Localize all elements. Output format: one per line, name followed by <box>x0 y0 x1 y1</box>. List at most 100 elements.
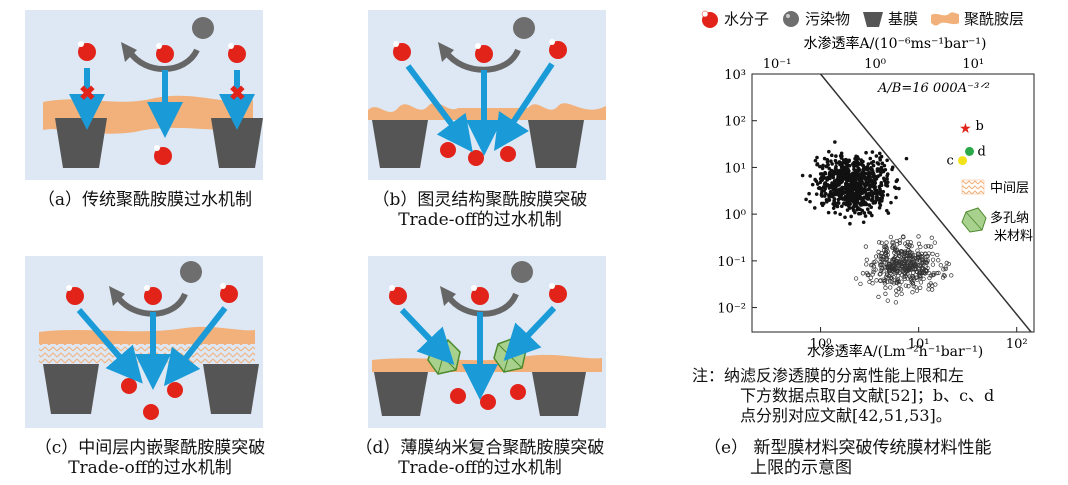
caption-e: （e） 新型膜材料突破传统膜材料性能 上限的示意图 <box>704 438 992 478</box>
nanomaterial-legend-label: 多孔纳米材料 <box>990 210 1033 244</box>
water-molecule-icon <box>480 394 496 410</box>
interlayer-swatch <box>961 179 985 195</box>
data-point <box>886 264 891 269</box>
substrate-left <box>372 120 428 168</box>
data-point <box>844 174 849 179</box>
data-point <box>825 160 830 164</box>
data-point <box>873 191 877 196</box>
data-point <box>903 269 909 274</box>
data-point <box>869 189 874 194</box>
data-point <box>890 245 896 250</box>
data-point <box>838 212 842 217</box>
data-point <box>930 257 936 262</box>
pollutant-icon <box>513 17 535 39</box>
data-point <box>842 166 846 171</box>
data-point <box>893 253 899 258</box>
top-axis-label: 水渗透率A/(10⁻⁶ms⁻¹bar⁻¹) <box>803 35 986 52</box>
data-point <box>861 220 866 225</box>
data-point <box>854 169 858 173</box>
x-axis-label: 水渗透率A/(Lm⁻²h⁻¹bar⁻¹) <box>807 343 983 360</box>
data-point <box>818 172 823 176</box>
data-point <box>943 265 948 270</box>
data-point <box>823 186 827 191</box>
water-molecule-icon <box>450 388 466 404</box>
data-point <box>812 206 817 210</box>
data-point <box>864 150 868 155</box>
data-point <box>911 275 916 280</box>
data-point <box>883 291 888 296</box>
data-point <box>897 186 901 191</box>
flow-arrow <box>494 62 555 151</box>
data-point <box>838 153 843 158</box>
data-point <box>885 177 889 181</box>
water-molecule-icon <box>156 43 174 63</box>
data-points <box>800 140 954 305</box>
data-point <box>888 275 894 280</box>
data-point <box>886 267 892 272</box>
data-point <box>835 177 840 181</box>
data-point <box>869 161 874 165</box>
data-point <box>858 281 863 287</box>
data-point <box>881 193 885 198</box>
data-point <box>915 255 920 261</box>
data-point <box>852 200 856 205</box>
data-point <box>901 274 906 280</box>
data-point <box>845 166 849 171</box>
data-point <box>827 166 831 171</box>
data-point <box>863 214 868 218</box>
data-point <box>883 244 889 249</box>
data-point <box>826 183 831 188</box>
substrate-right <box>528 120 584 168</box>
data-point <box>834 190 838 195</box>
data-point <box>877 272 882 277</box>
water-molecule-icon <box>549 283 567 303</box>
data-point <box>830 194 835 199</box>
data-point <box>879 265 884 270</box>
data-point <box>826 163 830 167</box>
data-point <box>912 253 917 258</box>
water-molecule-icon <box>78 41 96 61</box>
data-point <box>836 197 841 202</box>
data-point <box>897 282 902 287</box>
data-point <box>834 161 839 165</box>
nanomaterial-icon <box>961 207 987 233</box>
top-tick-label: 10⁰ <box>864 57 886 72</box>
data-point <box>907 256 912 261</box>
data-point <box>879 165 884 170</box>
data-point <box>861 188 865 193</box>
water-molecule-icon <box>468 150 484 166</box>
caption-c: （c）中间层内嵌聚酰胺膜突破 Trade-off的过水机制 <box>34 438 266 478</box>
data-point <box>858 179 862 184</box>
data-point <box>855 183 859 188</box>
data-point <box>877 254 882 259</box>
data-point <box>871 267 876 272</box>
data-point <box>940 275 946 280</box>
data-point <box>846 199 851 204</box>
data-point <box>869 263 874 268</box>
data-point <box>894 280 900 285</box>
legend: 水分子 污染物 基膜 聚酰胺层 <box>700 8 1036 29</box>
panel-a-diagram: ✖ ✖ <box>43 17 263 168</box>
water-molecule-icon <box>701 10 718 28</box>
y-tick-label: 10² <box>724 115 746 130</box>
data-point <box>897 259 902 264</box>
x-tick-label: 10⁰ <box>810 337 832 352</box>
flow-arrow <box>405 64 473 153</box>
data-point <box>879 240 884 246</box>
data-point <box>884 256 889 261</box>
data-point <box>911 259 917 265</box>
flow-arrow <box>163 306 228 387</box>
data-point <box>916 234 921 239</box>
data-point <box>936 258 941 263</box>
data-point <box>873 267 878 272</box>
data-point <box>863 244 869 249</box>
data-point <box>853 196 857 201</box>
data-point <box>885 298 890 303</box>
data-point <box>879 182 883 187</box>
data-point <box>880 257 885 262</box>
data-point <box>861 198 866 203</box>
data-point <box>863 167 867 171</box>
data-point <box>815 155 819 160</box>
data-point <box>870 150 875 154</box>
data-point <box>820 166 825 171</box>
